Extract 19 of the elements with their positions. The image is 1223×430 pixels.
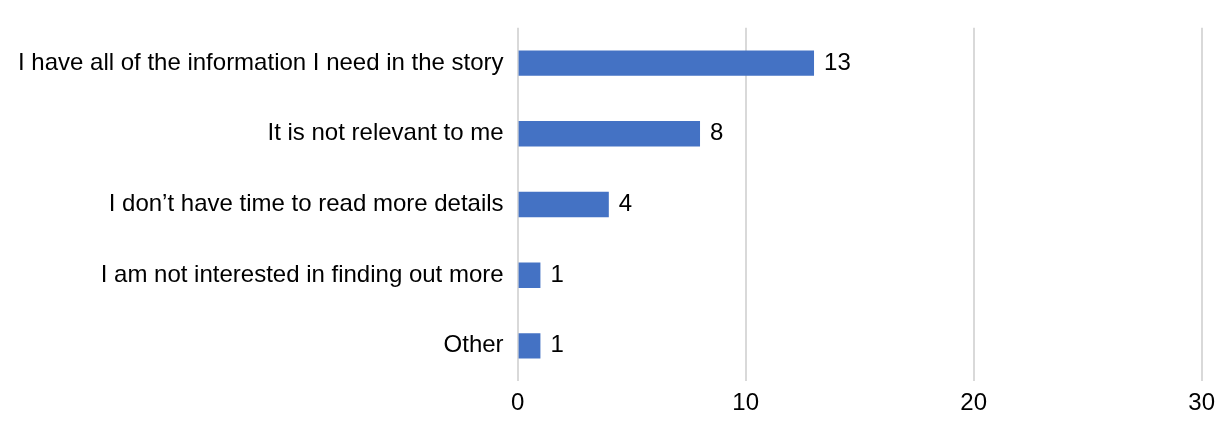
x-tick-label: 10 xyxy=(732,388,759,416)
y-tick-label: I have all of the information I need in the story xyxy=(17,47,504,75)
bar xyxy=(518,262,541,288)
y-tick-label: It is not relevant to me xyxy=(267,118,504,146)
data-label: 1 xyxy=(550,330,564,358)
data-label: 4 xyxy=(618,189,633,217)
bar xyxy=(518,191,609,218)
y-tick-label: I am not interested in finding out more xyxy=(100,259,504,287)
x-tick-label: 0 xyxy=(510,388,525,416)
data-label: 1 xyxy=(550,259,564,287)
bar xyxy=(518,333,541,359)
data-label: 8 xyxy=(710,118,724,146)
bar xyxy=(518,121,701,147)
bar xyxy=(518,50,815,76)
x-tick-label: 30 xyxy=(1188,388,1215,416)
y-tick-label: I don’t have time to read more details xyxy=(108,189,504,217)
y-tick-label: Other xyxy=(443,330,504,358)
x-tick-label: 20 xyxy=(960,388,987,416)
data-label: 13 xyxy=(824,47,851,75)
